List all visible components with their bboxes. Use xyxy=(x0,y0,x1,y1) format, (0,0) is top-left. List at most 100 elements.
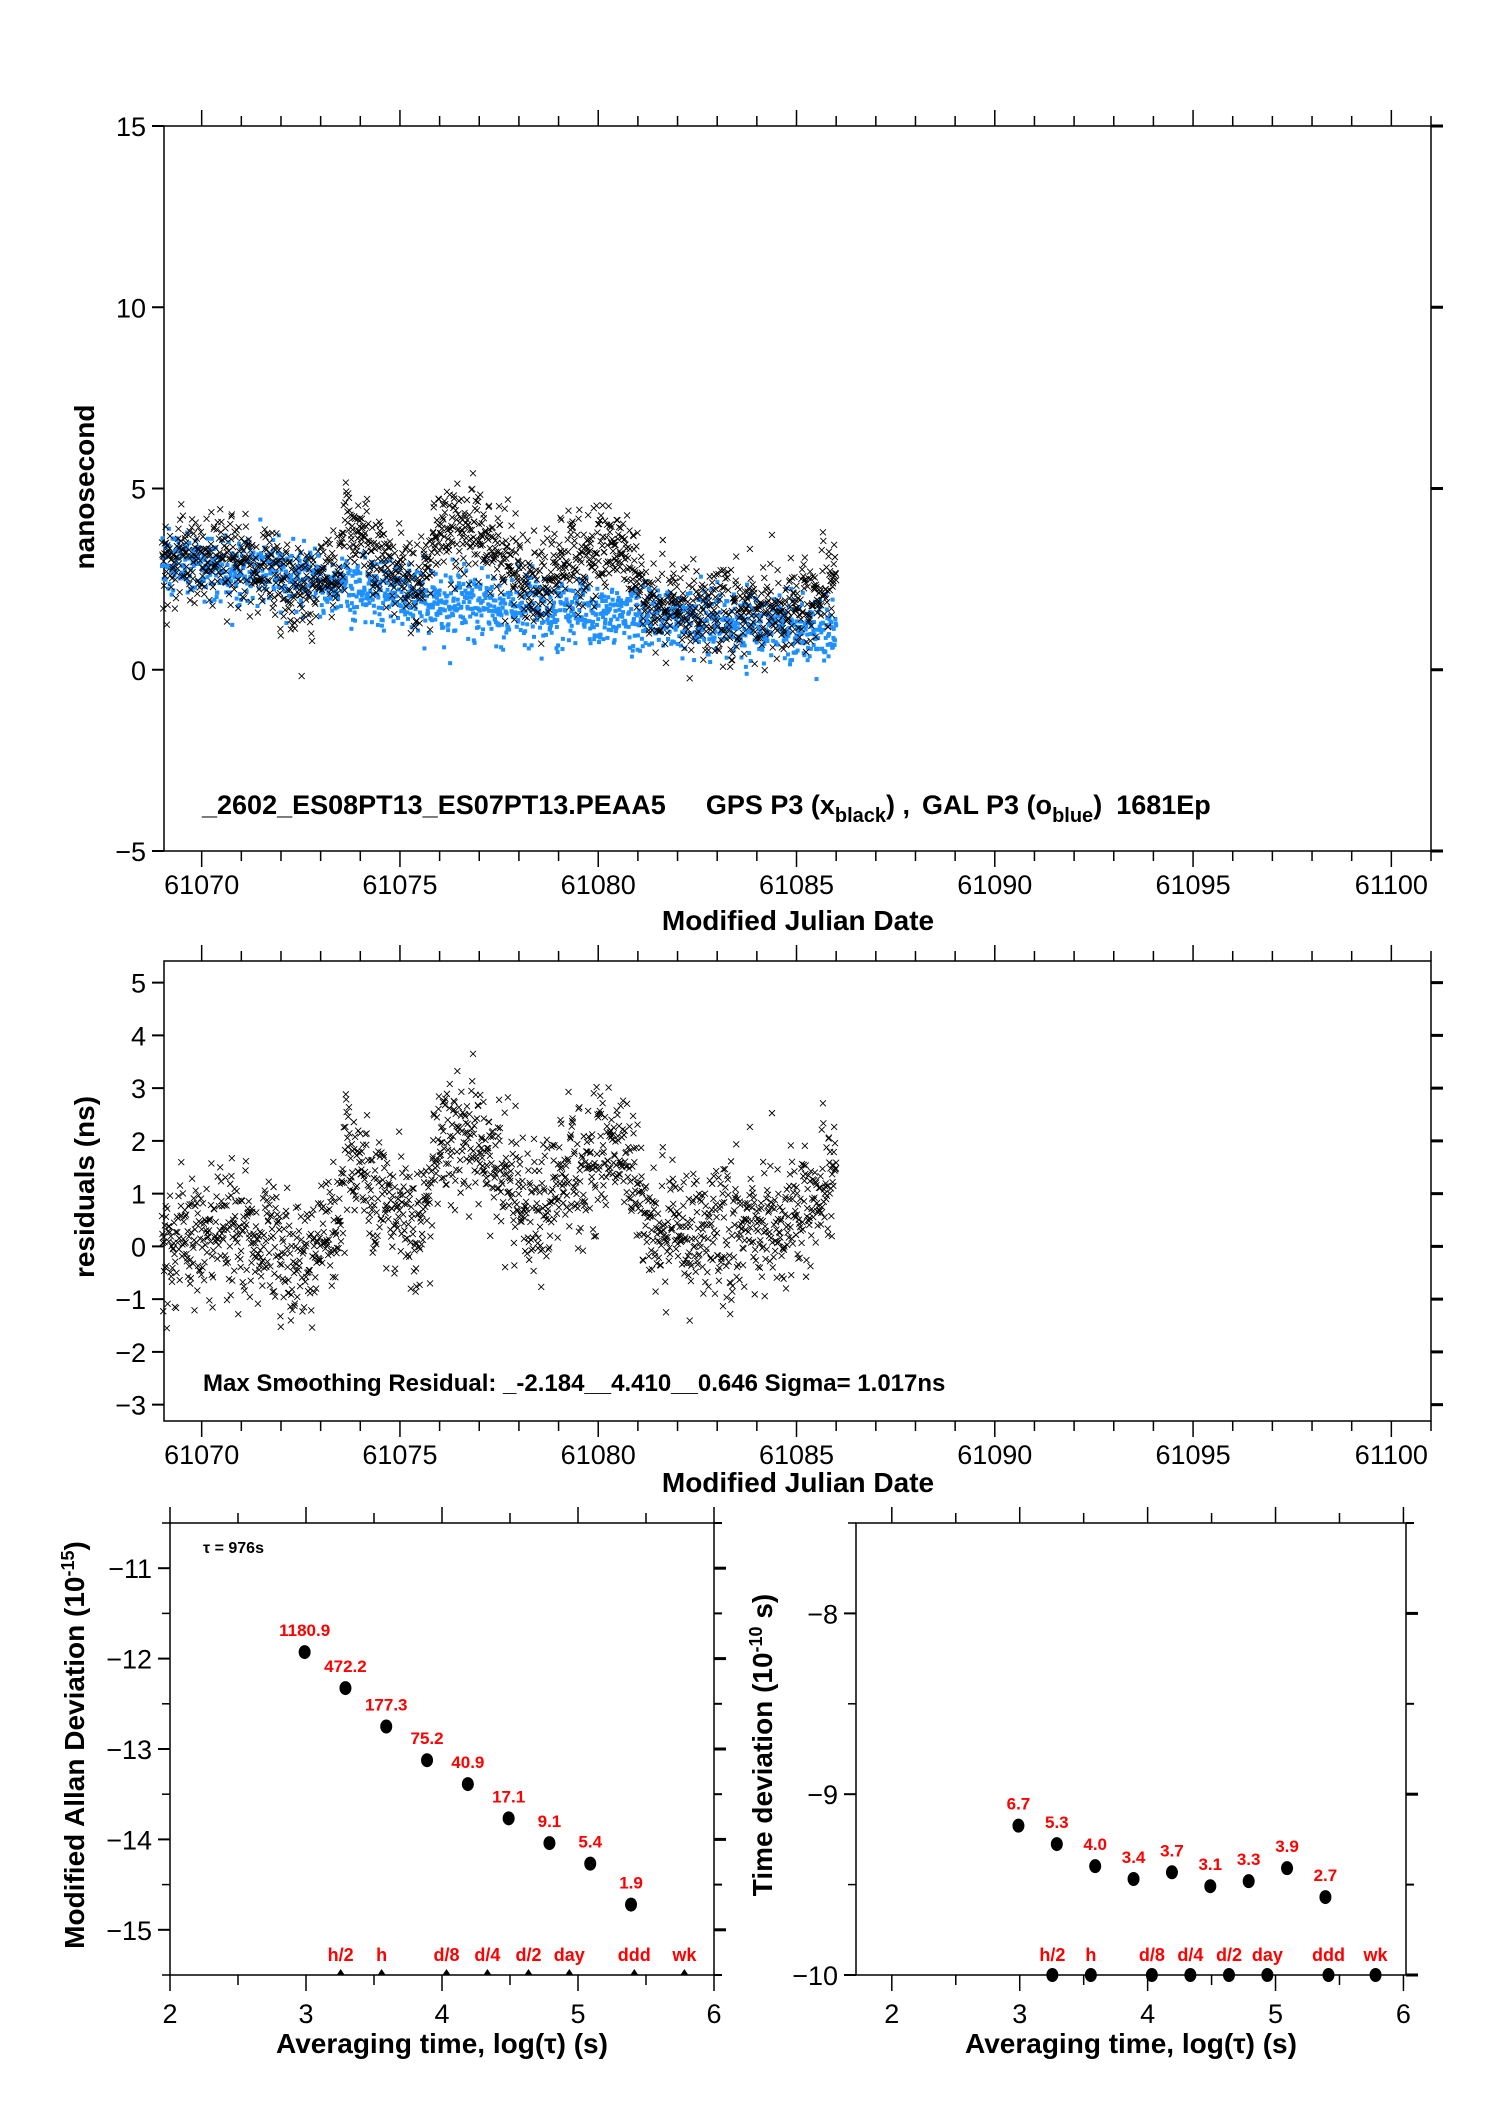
residual-point xyxy=(632,1199,639,1206)
gal-point xyxy=(759,614,764,619)
residual-point xyxy=(224,1226,231,1234)
residual-point xyxy=(385,1179,393,1187)
gal-point xyxy=(604,604,609,609)
gps-point xyxy=(472,560,479,567)
residual-point xyxy=(643,1238,651,1246)
gps-point xyxy=(265,577,273,585)
gal-point xyxy=(291,579,296,584)
gps-point xyxy=(499,576,507,584)
clock-offset-plot: 61070 61075 61080 61085 61090 61095 61100−5051… xyxy=(115,110,1443,900)
residual-point xyxy=(439,1127,447,1135)
gps-point xyxy=(164,601,171,609)
gal-point xyxy=(635,647,640,652)
gal-point xyxy=(572,611,577,616)
residual-point xyxy=(614,1111,621,1119)
gps-point xyxy=(336,539,344,547)
gps-point xyxy=(573,576,580,584)
gal-point xyxy=(621,610,626,615)
gps-point xyxy=(500,578,508,586)
gps-point xyxy=(262,533,269,541)
residual-point xyxy=(631,1187,639,1194)
residual-point xyxy=(383,1265,390,1272)
gal-point xyxy=(296,555,301,560)
gal-point xyxy=(827,613,832,618)
gal-point xyxy=(338,577,343,582)
gps-point xyxy=(805,618,813,625)
gal-point xyxy=(576,577,581,582)
gal-point xyxy=(390,602,395,607)
residual-point xyxy=(203,1249,211,1256)
gal-point xyxy=(448,591,453,596)
gps-point xyxy=(593,550,601,557)
residual-point xyxy=(626,1147,634,1154)
gps-point xyxy=(726,663,734,671)
residual-point xyxy=(592,1184,599,1191)
gal-point xyxy=(306,576,311,581)
gps-point xyxy=(677,574,684,582)
residual-point xyxy=(286,1250,294,1257)
gal-point xyxy=(397,568,402,573)
gps-point xyxy=(282,547,290,555)
gal-point xyxy=(657,607,662,612)
residual-point xyxy=(653,1260,661,1267)
residual-point xyxy=(502,1154,510,1162)
gal-point xyxy=(806,645,811,650)
gal-point xyxy=(745,629,750,634)
gal-point xyxy=(685,606,690,611)
gps-point xyxy=(371,574,379,581)
residual-point xyxy=(701,1190,709,1198)
residual-point xyxy=(318,1259,326,1267)
gal-point xyxy=(406,562,411,567)
gal-point xyxy=(619,603,624,608)
gal-point xyxy=(578,581,583,586)
gal-point xyxy=(448,661,453,666)
residual-point xyxy=(435,1105,442,1113)
gal-point xyxy=(496,606,501,611)
gps-point xyxy=(573,568,581,576)
gal-point xyxy=(742,643,747,648)
gal-point xyxy=(601,608,606,613)
gps-point xyxy=(576,506,583,514)
gal-point xyxy=(789,586,794,591)
gal-point xyxy=(318,614,323,619)
residual-point xyxy=(423,1217,431,1224)
gal-point xyxy=(422,588,427,593)
gal-point xyxy=(589,608,594,613)
residual-point xyxy=(372,1240,380,1248)
residual-point xyxy=(293,1234,301,1242)
gal-point xyxy=(688,591,693,596)
residual-point xyxy=(638,1173,645,1180)
gal-point xyxy=(568,588,573,593)
gps-point xyxy=(783,584,791,592)
gps-point xyxy=(756,616,763,624)
gal-point xyxy=(379,560,384,565)
residual-point xyxy=(198,1271,205,1279)
gal-point xyxy=(310,577,315,582)
residual-point xyxy=(345,1103,353,1111)
gal-point xyxy=(591,625,596,630)
gal-point xyxy=(174,536,179,541)
gal-point xyxy=(650,602,655,607)
gps-point xyxy=(424,563,431,571)
residual-point xyxy=(386,1182,393,1189)
gal-point xyxy=(519,613,524,618)
residual-point xyxy=(274,1252,282,1259)
residual-point xyxy=(722,1237,730,1244)
gal-point xyxy=(332,592,337,597)
gps-point xyxy=(663,629,671,637)
gal-point xyxy=(529,643,534,648)
gal-point xyxy=(808,646,813,651)
gal-point xyxy=(565,616,570,621)
gps-point xyxy=(589,596,597,603)
gps-point xyxy=(558,553,566,561)
gal-point xyxy=(721,618,726,623)
gal-point xyxy=(457,575,462,580)
residual-point xyxy=(324,1207,331,1214)
gal-point xyxy=(375,592,380,597)
gal-point xyxy=(474,584,479,589)
residual-point xyxy=(475,1141,483,1149)
gal-point xyxy=(455,607,460,612)
gps-point xyxy=(275,547,283,554)
residual-point xyxy=(458,1127,466,1135)
gal-point xyxy=(352,610,357,615)
